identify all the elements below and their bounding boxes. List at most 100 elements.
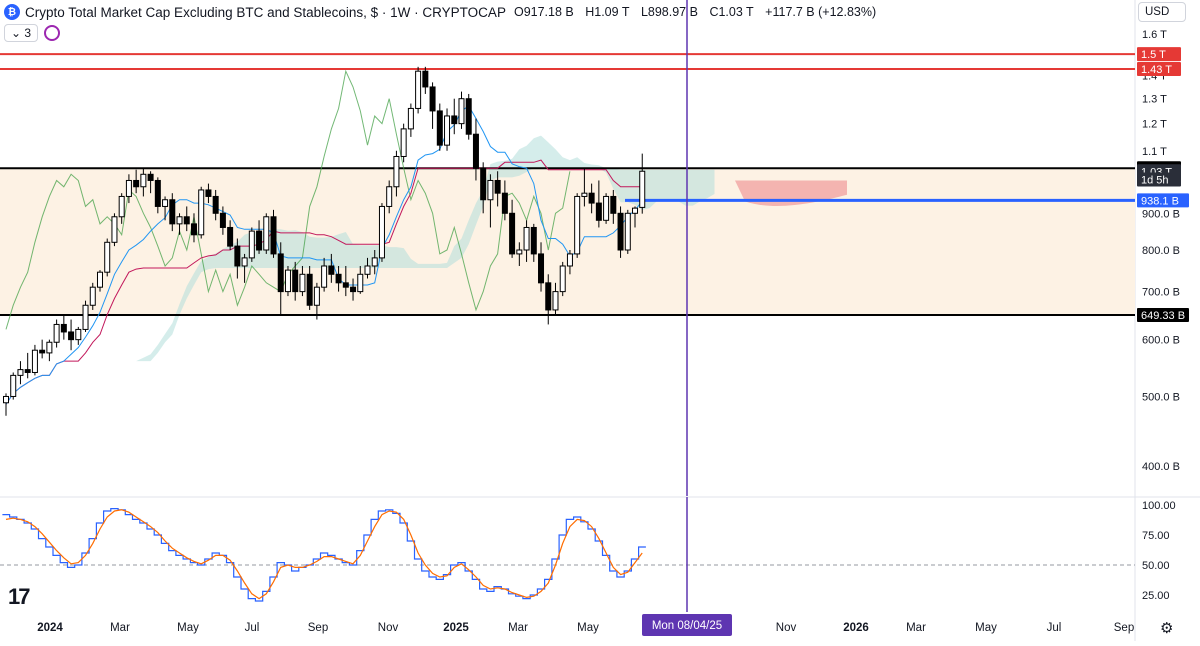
- candle-body: [472, 133, 479, 169]
- candle-body: [624, 212, 631, 251]
- candle-body: [574, 195, 581, 255]
- stoch-k-line: [2, 508, 646, 602]
- stoch-d-line: [5, 509, 643, 600]
- price-label: 1.5 T: [1137, 47, 1181, 62]
- candle-body: [292, 269, 299, 293]
- price-label-bg: [1137, 308, 1189, 323]
- candle-body: [39, 349, 46, 354]
- candle-body: [465, 98, 472, 135]
- chart-header: ₿ Crypto Total Market Cap Excluding BTC …: [4, 2, 884, 22]
- time-tick-label: Jul: [245, 622, 260, 634]
- time-tick-label: Nov: [776, 622, 797, 634]
- price-tick-label: 1.2 T: [1142, 119, 1167, 131]
- currency-select[interactable]: USD: [1138, 2, 1186, 22]
- candle-body: [371, 257, 378, 267]
- candle-body: [248, 230, 255, 259]
- candle-body: [96, 271, 103, 288]
- candle-body: [429, 86, 436, 112]
- candle-body: [350, 286, 357, 293]
- candle-body: [444, 115, 451, 146]
- price-tick-label: 700.0 B: [1142, 287, 1180, 299]
- indicators-toggle-button[interactable]: ⌄ 3: [4, 24, 39, 42]
- price-label-text: 649.33 B: [1141, 310, 1185, 322]
- candle-body: [545, 282, 552, 311]
- candle-body: [451, 115, 458, 125]
- ohlc-readout: O917.18 B H1.09 T L898.97 B C1.03 T +117…: [514, 5, 884, 19]
- candle-body: [632, 207, 639, 214]
- candle-body: [270, 216, 277, 255]
- crypto-logo-icon: ₿: [4, 4, 20, 20]
- candle-body: [284, 269, 291, 293]
- ohlc-low-value: 898.97 B: [647, 5, 698, 19]
- time-tick-label: Mar: [508, 622, 528, 634]
- candle-body: [205, 189, 212, 197]
- ichimoku-cloud: [78, 135, 715, 405]
- candle-body: [530, 226, 537, 255]
- candle-body: [436, 110, 443, 146]
- price-tick-label: 400.0 B: [1142, 461, 1180, 473]
- candle-body: [154, 179, 161, 207]
- ohlc-open-value: 917.18 B: [523, 5, 574, 19]
- candle-body: [487, 179, 494, 201]
- crosshair-time-bg: [642, 614, 732, 636]
- candle-body: [538, 253, 545, 284]
- price-label-bg: [1137, 193, 1189, 208]
- candle-body: [378, 205, 385, 259]
- time-tick-label: May: [177, 622, 199, 634]
- time-tick-label: 2024: [37, 622, 63, 634]
- candle-body: [198, 189, 205, 236]
- candle-body: [176, 216, 183, 225]
- time-tick-label: 2026: [843, 622, 869, 634]
- candle-body: [147, 173, 154, 181]
- candle-body: [552, 291, 559, 311]
- candle-body: [277, 253, 284, 293]
- candle-body: [422, 70, 429, 88]
- price-tick-label: 1.1 T: [1142, 146, 1167, 158]
- candle-body: [516, 249, 523, 255]
- candle-body: [494, 179, 501, 194]
- price-tick-label: 1.3 T: [1142, 94, 1167, 106]
- crosshair-time-text: Mon 08/04/25: [652, 620, 722, 632]
- time-tick-label: Nov: [378, 622, 399, 634]
- crosshair-time-label: Mon 08/04/25: [642, 614, 732, 636]
- chart-title[interactable]: Crypto Total Market Cap Excluding BTC an…: [25, 4, 506, 20]
- candle-body: [212, 195, 219, 214]
- time-tick-label: Sep: [308, 622, 328, 634]
- candle-body: [140, 173, 147, 188]
- candle-body: [111, 216, 118, 243]
- candle-body: [364, 265, 371, 275]
- candle-body: [501, 192, 508, 214]
- price-label: 1.43 T: [1137, 62, 1181, 77]
- candle-body: [595, 202, 602, 221]
- price-label-text: 1d 5h: [1141, 175, 1169, 187]
- candle-body: [342, 282, 349, 288]
- candle-body: [386, 186, 393, 207]
- candle-body: [3, 395, 9, 404]
- ohlc-change-value: +117.7 B (+12.83%): [765, 5, 877, 19]
- oscillator-tick-label: 50.00: [1142, 560, 1170, 572]
- time-tick-label: May: [975, 622, 997, 634]
- candle-body: [415, 70, 422, 109]
- range-zone: [0, 168, 1135, 316]
- candle-body: [400, 128, 407, 157]
- gear-icon[interactable]: ⚙: [1160, 620, 1174, 637]
- ohlc-close-key: C: [709, 5, 719, 19]
- sync-icon[interactable]: [44, 25, 61, 41]
- tradingview-logo-icon[interactable]: 17: [8, 584, 31, 609]
- candle-body: [24, 369, 31, 373]
- candle-body: [610, 195, 617, 214]
- candle-body: [566, 253, 573, 267]
- candle-body: [335, 273, 342, 284]
- price-label-bg: [1137, 172, 1181, 187]
- candle-body: [53, 323, 60, 343]
- candle-body: [523, 226, 530, 251]
- candle-body: [263, 216, 270, 251]
- ohlc-high-value: 1.09 T: [594, 5, 630, 19]
- price-label: 938.1 B: [1137, 193, 1189, 208]
- candle-body: [328, 265, 335, 275]
- price-tick-label: 1.6 T: [1142, 29, 1167, 41]
- candle-body: [559, 265, 566, 293]
